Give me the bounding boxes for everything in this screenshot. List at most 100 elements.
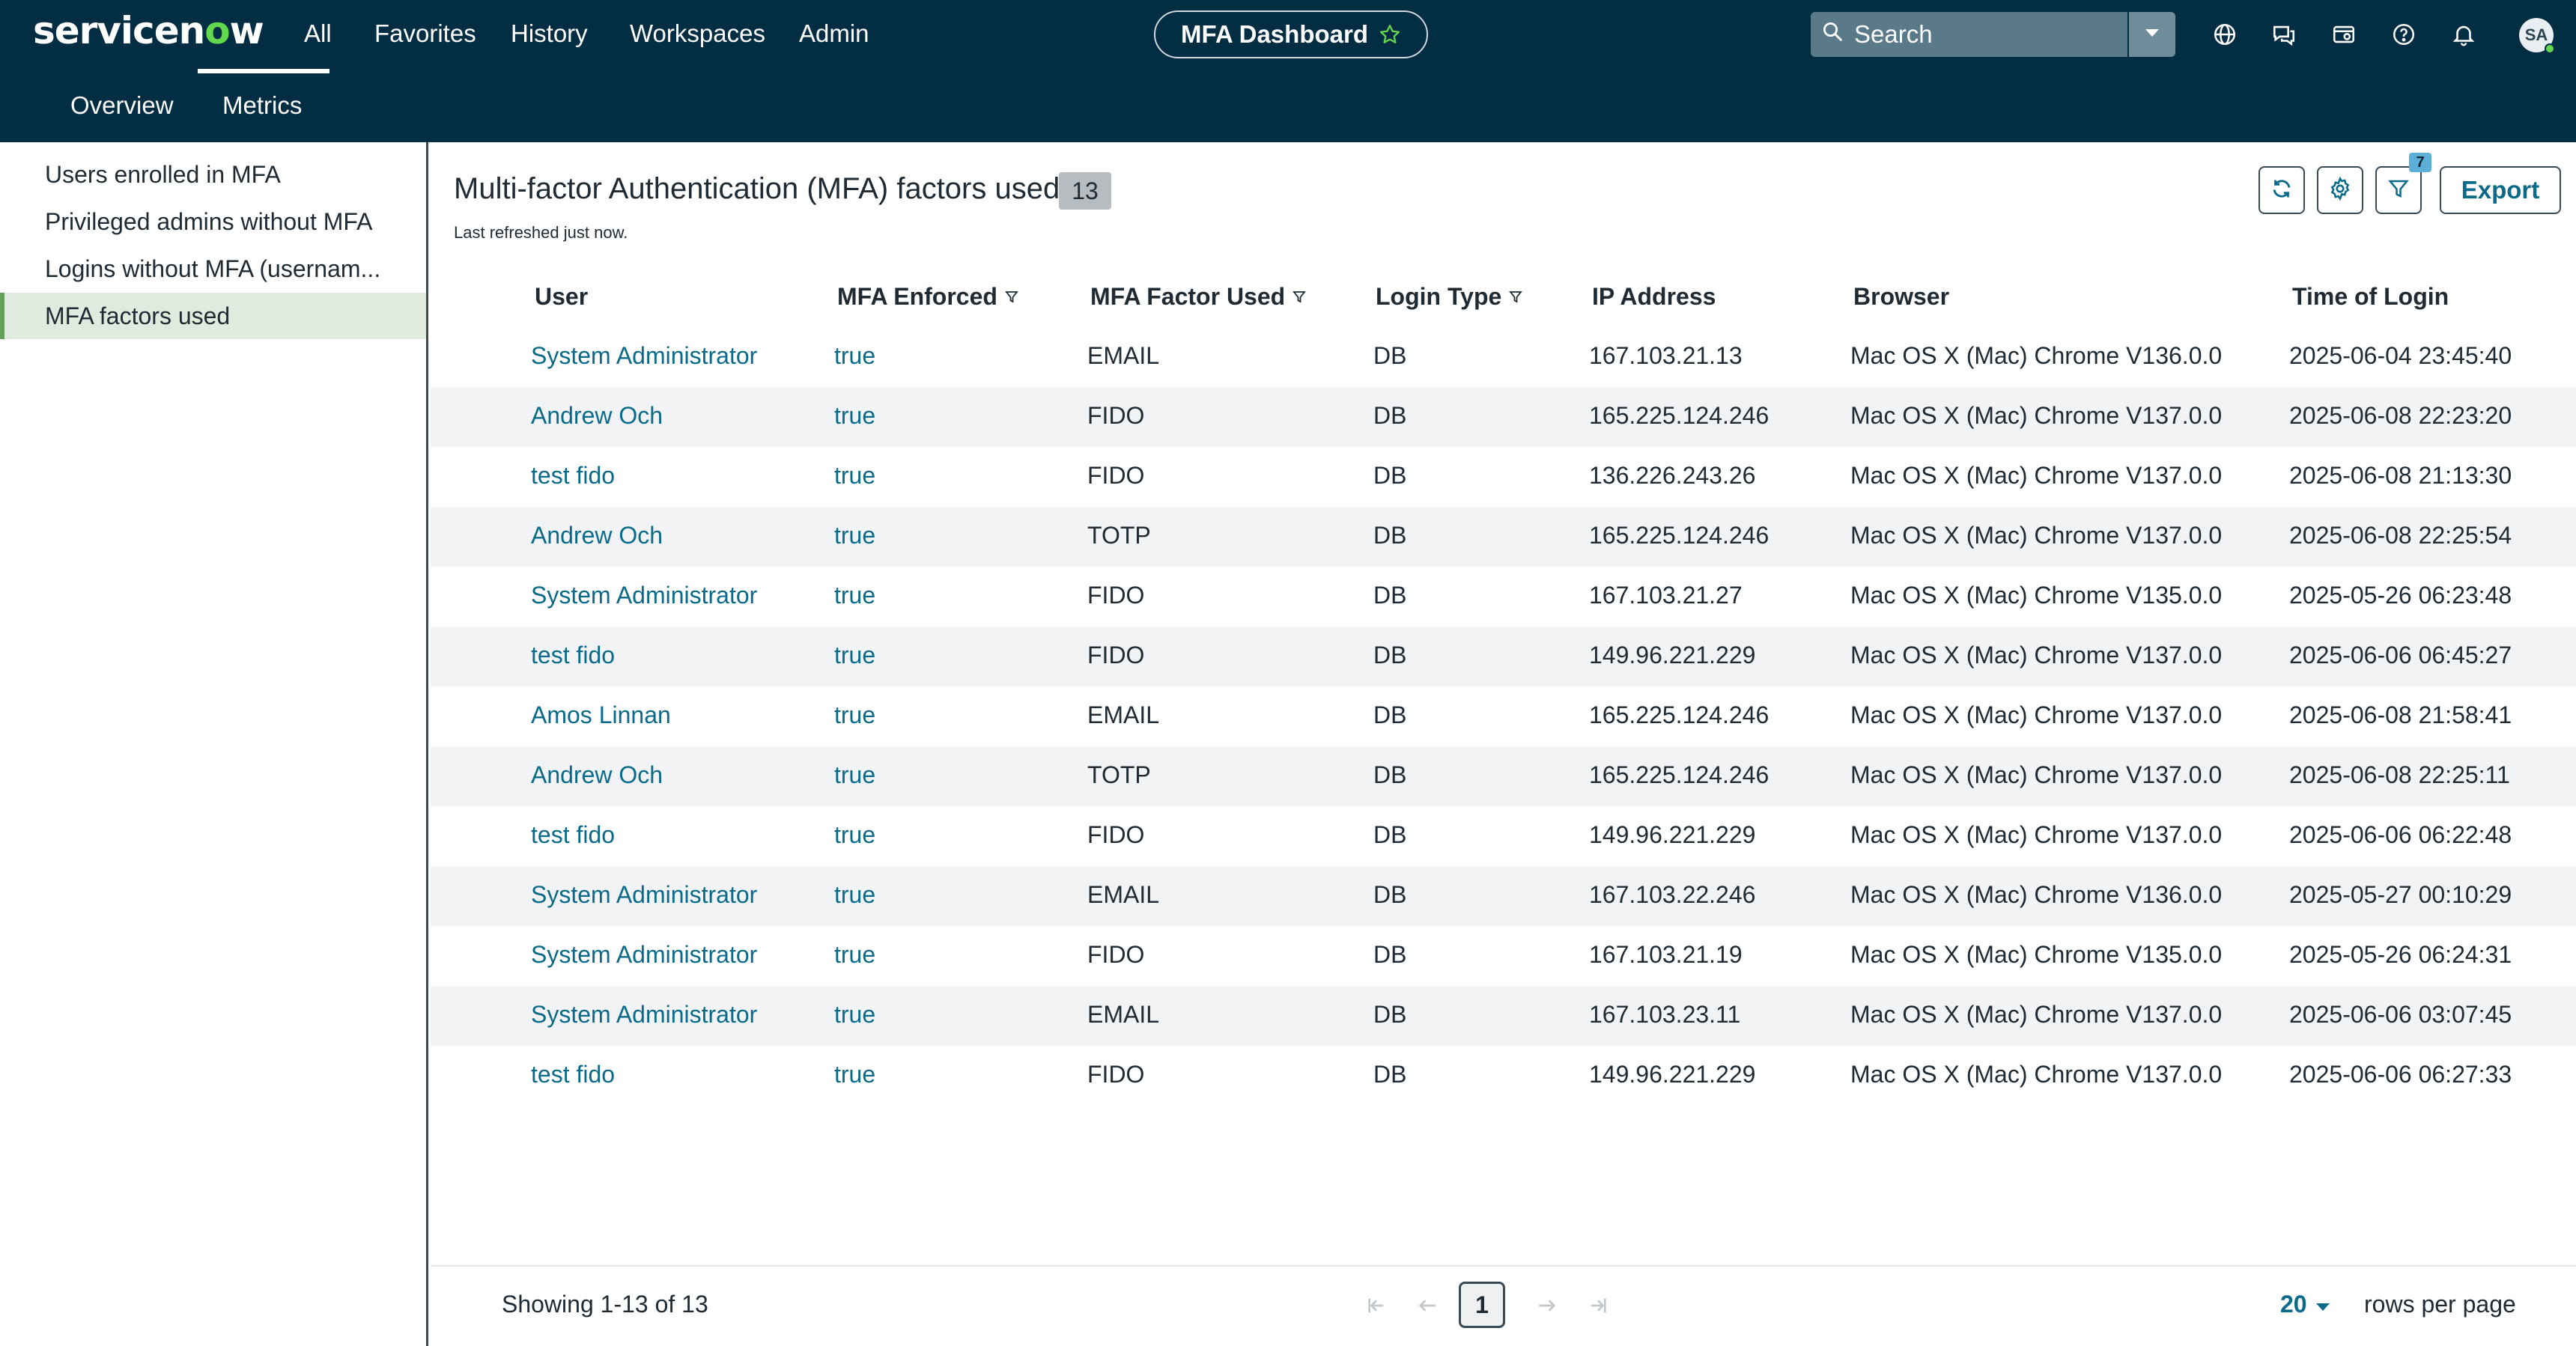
export-button[interactable]: Export [2440,166,2561,214]
nav-workspaces[interactable]: Workspaces [630,19,765,47]
cell-user[interactable]: test fido [531,821,616,848]
nav-all[interactable]: All [304,19,332,47]
cell-user[interactable]: System Administrator [531,941,758,968]
first-page-icon[interactable] [1363,1292,1390,1319]
dashboard-title: MFA Dashboard [1181,20,1368,48]
dashboard-title-pill[interactable]: MFA Dashboard [1154,10,1428,58]
cell-mfa-enforced[interactable]: true [834,582,876,609]
cell-user[interactable]: test fido [531,462,616,489]
cell-mfa-enforced[interactable]: true [834,881,876,908]
bell-icon[interactable] [2449,19,2479,49]
filter-button[interactable] [2375,166,2422,214]
table-row[interactable]: System Administrator true FIDO DB 167.10… [431,926,2576,986]
cell-login-type: DB [1373,582,1407,609]
cell-user[interactable]: Andrew Och [531,522,663,549]
help-icon[interactable] [2389,19,2419,49]
table-row[interactable]: Andrew Och true FIDO DB 165.225.124.246 … [431,387,2576,447]
table-row[interactable]: test fido true FIDO DB 149.96.221.229 Ma… [431,806,2576,866]
search-input[interactable]: Search [1811,12,2125,57]
table-row[interactable]: Amos Linnan true EMAIL DB 165.225.124.24… [431,686,2576,746]
tab-metrics[interactable]: Metrics [222,91,303,119]
cell-user[interactable]: test fido [531,642,616,669]
nav-admin[interactable]: Admin [799,19,869,47]
cell-browser: Mac OS X (Mac) Chrome V135.0.0 [1850,941,2223,968]
table-row[interactable]: System Administrator true FIDO DB 167.10… [431,567,2576,627]
column-header-mfa-factor[interactable]: MFA Factor Used [1090,283,1307,311]
cell-login-type: DB [1373,462,1407,489]
cell-time-of-login: 2025-06-06 03:07:45 [2289,1001,2512,1028]
cell-user[interactable]: test fido [531,1061,616,1088]
cell-mfa-factor: TOTP [1087,761,1151,788]
column-header-user[interactable]: User [535,283,588,311]
star-icon[interactable] [1379,23,1401,46]
column-header-time-of-login[interactable]: Time of Login [2292,283,2449,311]
cell-user[interactable]: Amos Linnan [531,701,671,728]
previous-page-icon[interactable] [1414,1292,1441,1319]
rows-per-page-select[interactable]: 20 [2280,1291,2331,1318]
table-row[interactable]: System Administrator true EMAIL DB 167.1… [431,866,2576,926]
cell-user[interactable]: Andrew Och [531,402,663,429]
chat-icon[interactable] [2269,19,2299,49]
column-header-browser[interactable]: Browser [1853,283,1949,311]
cell-user[interactable]: System Administrator [531,582,758,609]
cell-mfa-enforced[interactable]: true [834,462,876,489]
next-page-icon[interactable] [1534,1292,1561,1319]
cell-mfa-enforced[interactable]: true [834,701,876,728]
servicenow-logo[interactable]: servicenow [33,9,264,52]
search-scope-dropdown[interactable] [2127,12,2175,57]
tab-overview[interactable]: Overview [70,91,174,119]
logo-o: o [204,9,230,52]
cell-mfa-enforced[interactable]: true [834,1061,876,1088]
cell-mfa-factor: FIDO [1087,582,1145,609]
globe-icon[interactable] [2210,19,2240,49]
cell-user[interactable]: System Administrator [531,881,758,908]
column-header-mfa-enforced[interactable]: MFA Enforced [837,283,1018,311]
global-search[interactable]: Search [1811,12,2175,57]
sidebar-item-privileged-admins[interactable]: Privileged admins without MFA [45,207,373,235]
cell-mfa-enforced[interactable]: true [834,1001,876,1028]
sidebar-item-users-enrolled[interactable]: Users enrolled in MFA [45,160,281,188]
settings-button[interactable] [2317,166,2363,214]
table-row[interactable]: test fido true FIDO DB 149.96.221.229 Ma… [431,1046,2576,1106]
table-row[interactable]: test fido true FIDO DB 149.96.221.229 Ma… [431,627,2576,686]
nav-history[interactable]: History [511,19,588,47]
cell-login-type: DB [1373,342,1407,369]
column-header-login-type[interactable]: Login Type [1376,283,1523,311]
sidebar-item-logins-without-mfa[interactable]: Logins without MFA (usernam... [45,255,381,282]
column-label: User [535,283,589,310]
user-avatar[interactable]: SA [2519,18,2555,54]
refresh-button[interactable] [2258,166,2305,214]
cell-mfa-enforced[interactable]: true [834,941,876,968]
caret-down-icon [2143,27,2161,43]
cell-login-type: DB [1373,701,1407,728]
sidebar-item-mfa-factors[interactable]: MFA factors used [0,293,426,339]
nav-favorites[interactable]: Favorites [374,19,476,47]
cell-mfa-enforced[interactable]: true [834,642,876,669]
cell-mfa-enforced[interactable]: true [834,522,876,549]
table-row[interactable]: System Administrator true EMAIL DB 167.1… [431,986,2576,1046]
table-row[interactable]: System Administrator true EMAIL DB 167.1… [431,327,2576,387]
cell-ip-address: 165.225.124.246 [1589,522,1770,549]
last-page-icon[interactable] [1585,1292,1611,1319]
cell-mfa-enforced[interactable]: true [834,761,876,788]
cell-user[interactable]: System Administrator [531,342,758,369]
column-label: Login Type [1376,283,1502,310]
filter-icon[interactable] [1292,283,1307,311]
cell-user[interactable]: Andrew Och [531,761,663,788]
cell-mfa-enforced[interactable]: true [834,402,876,429]
cell-mfa-factor: FIDO [1087,941,1145,968]
card-icon[interactable] [2329,19,2359,49]
filter-icon[interactable] [1509,283,1523,311]
table-row[interactable]: Andrew Och true TOTP DB 165.225.124.246 … [431,746,2576,806]
table-row[interactable]: Andrew Och true TOTP DB 165.225.124.246 … [431,507,2576,567]
cell-user[interactable]: System Administrator [531,1001,758,1028]
cell-mfa-enforced[interactable]: true [834,342,876,369]
table-row[interactable]: test fido true FIDO DB 136.226.243.26 Ma… [431,447,2576,507]
column-header-ip-address[interactable]: IP Address [1592,283,1716,311]
current-page-button[interactable]: 1 [1459,1282,1505,1328]
filter-icon[interactable] [1005,283,1018,311]
cell-mfa-enforced[interactable]: true [834,821,876,848]
rows-per-page-value: 20 [2280,1291,2307,1318]
pagination-footer: Showing 1-13 of 13 1 20 rows per page [431,1265,2576,1346]
caret-down-icon [2315,1291,2331,1318]
